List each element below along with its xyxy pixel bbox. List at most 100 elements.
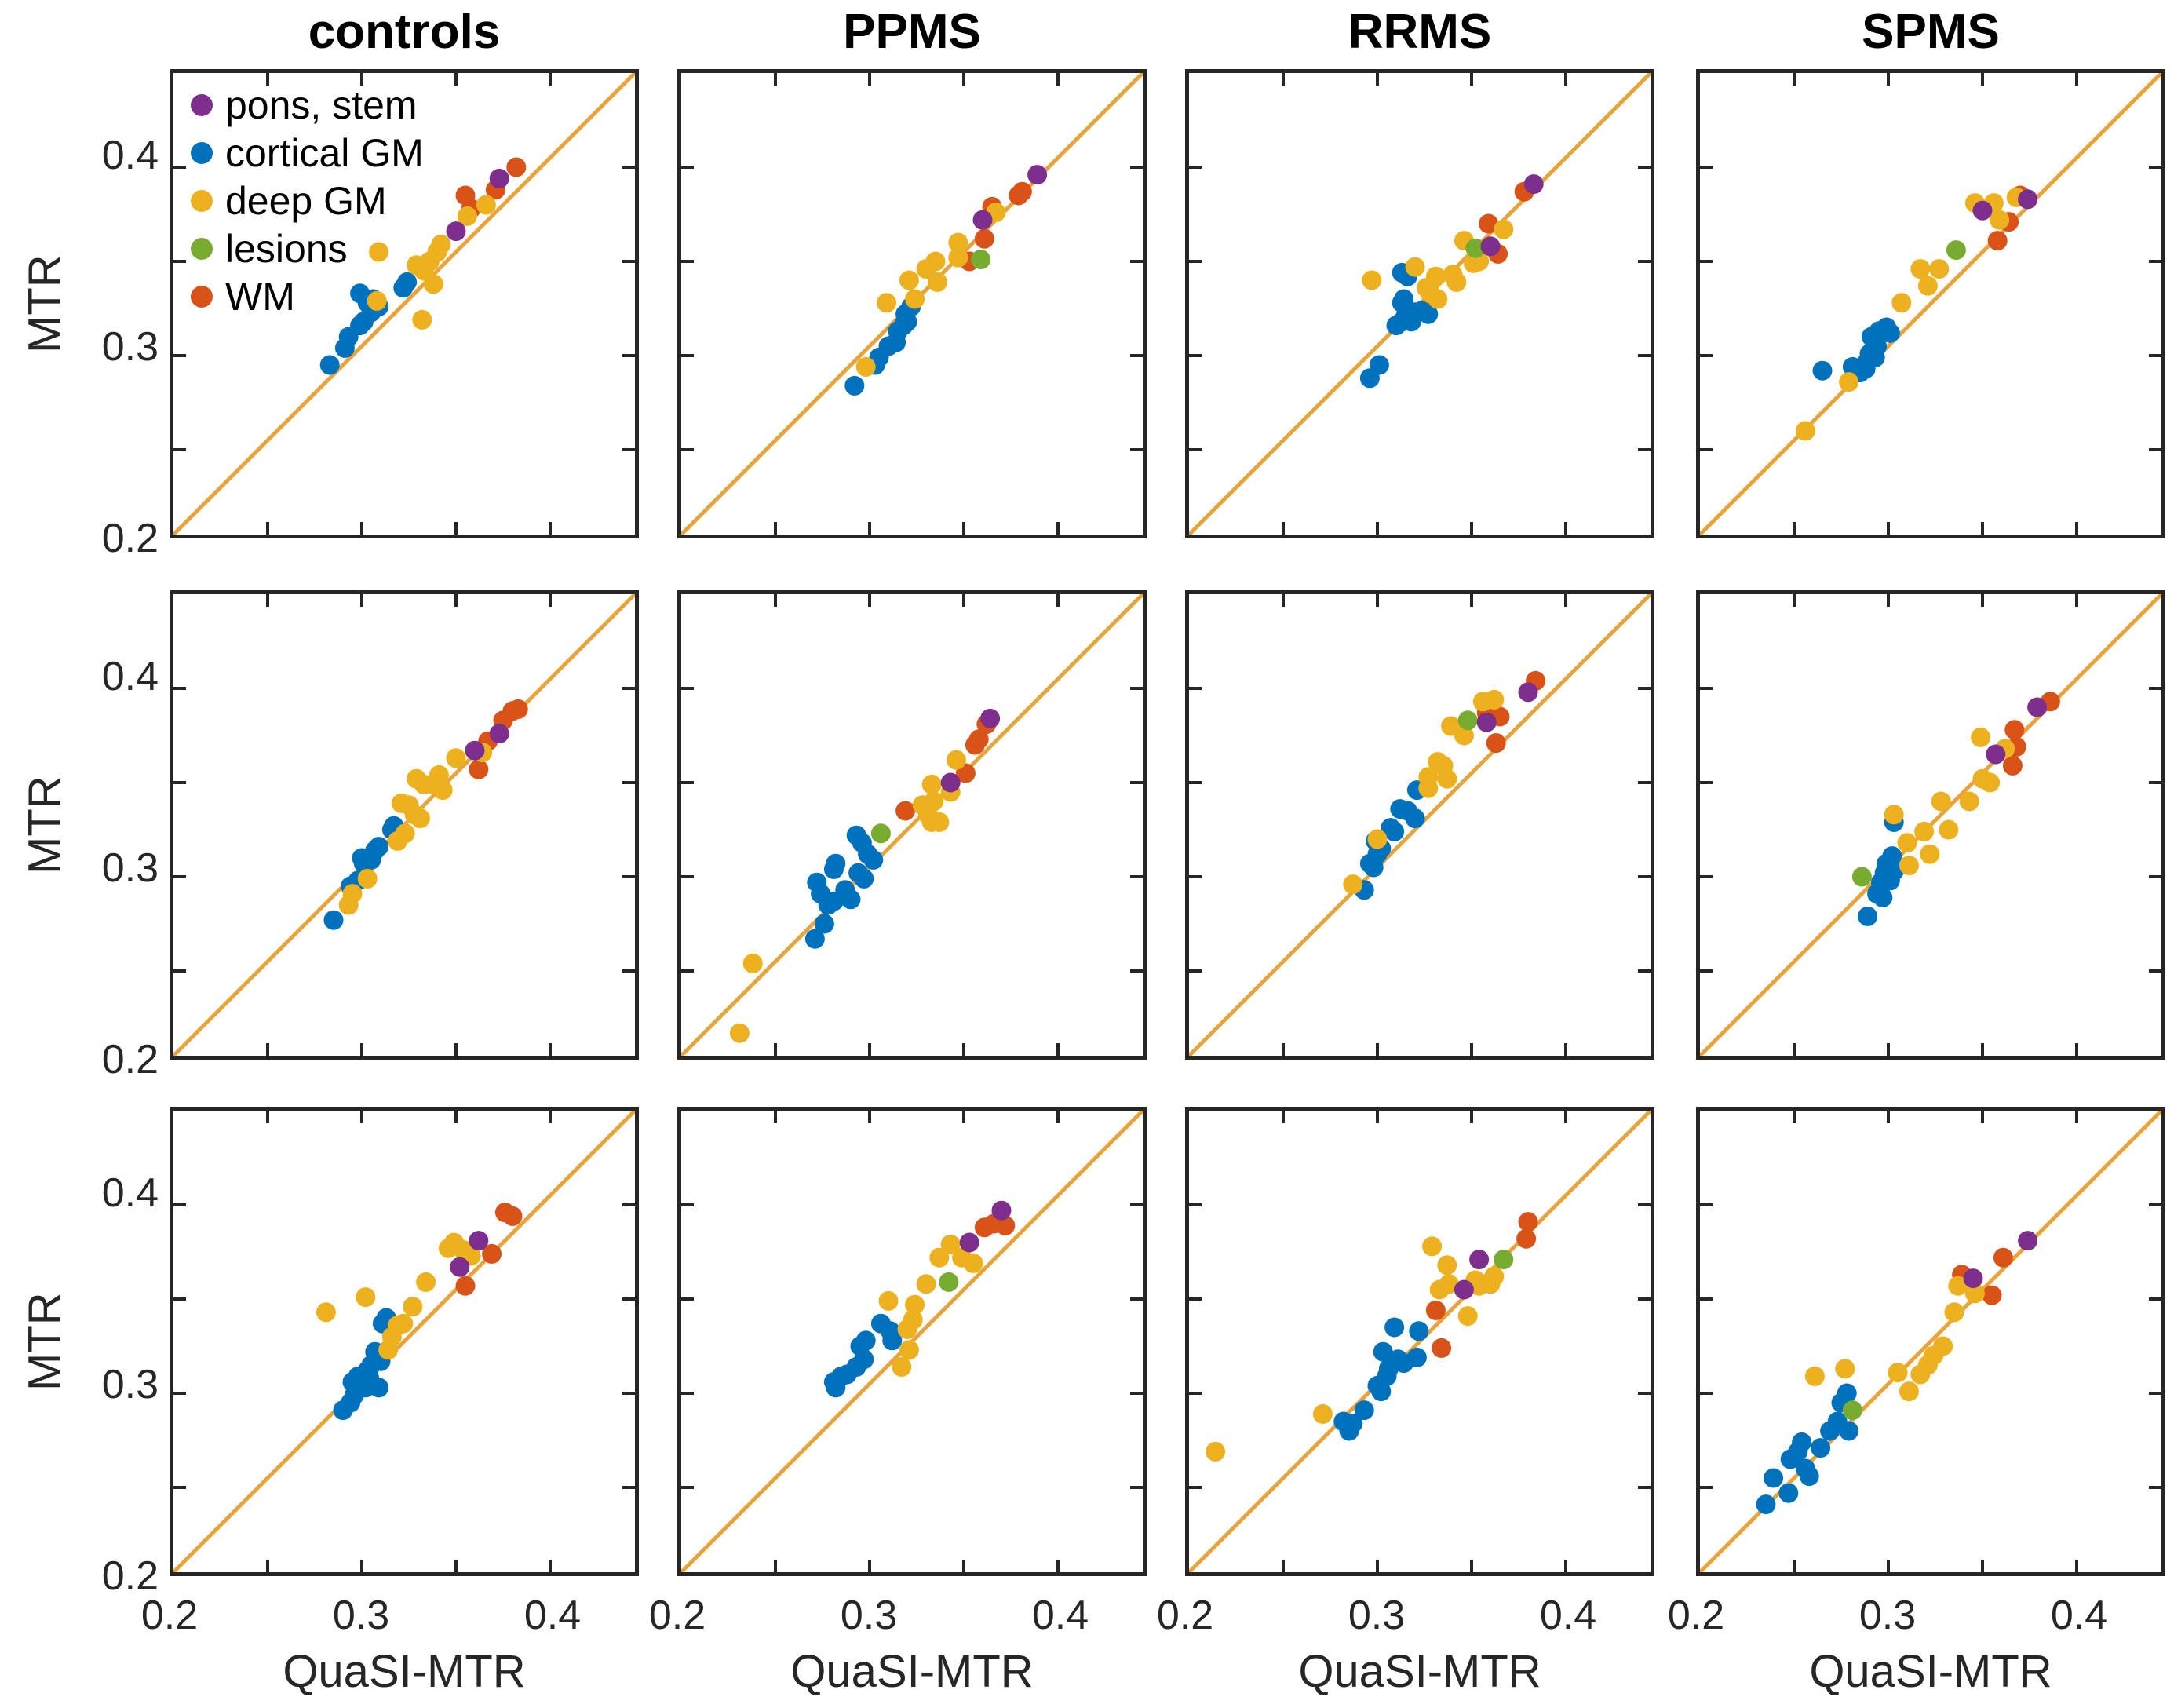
data-point-WM — [506, 157, 527, 177]
data-point-lesions — [1494, 1250, 1514, 1270]
data-point-pons_stem — [1963, 1268, 1983, 1289]
data-point-cortical_GM — [804, 929, 825, 949]
data-point-deep_GM — [1439, 1274, 1459, 1294]
legend-label: deep GM — [225, 178, 387, 223]
data-point-deep_GM — [948, 247, 968, 268]
data-point-deep_GM — [1899, 1381, 1919, 1402]
data-point-deep_GM — [1795, 421, 1815, 441]
data-point-deep_GM — [1422, 1236, 1443, 1257]
data-point-lesions — [1851, 867, 1872, 887]
scatter-panel-ppms-row3 — [677, 1107, 1147, 1576]
axis-ticks — [173, 1111, 635, 1572]
scatter-panel-controls-row1: pons, stem cortical GM deep GM lesions WM — [170, 69, 639, 538]
scatter-panel-ppms-row2 — [677, 590, 1147, 1060]
data-point-cortical_GM — [855, 1330, 876, 1351]
data-point-deep_GM — [1933, 1336, 1953, 1356]
x-tick-label: 0.3 — [840, 1593, 898, 1638]
x-tick-label: 0.3 — [1858, 1593, 1917, 1638]
data-point-deep_GM — [357, 868, 378, 889]
data-point-deep_GM — [1494, 219, 1514, 239]
data-point-pons_stem — [1469, 1250, 1490, 1270]
legend-item-pons-stem: pons, stem — [173, 81, 424, 129]
data-point-WM — [968, 729, 989, 750]
data-point-WM — [508, 699, 528, 719]
scatter-panel-spms-row3 — [1696, 1107, 2165, 1576]
data-point-deep_GM — [916, 1274, 936, 1294]
data-point-deep_GM — [1484, 689, 1505, 710]
data-point-cortical_GM — [863, 849, 884, 870]
identity-line — [173, 73, 635, 535]
data-point-pons_stem — [469, 1231, 489, 1251]
data-point-pons_stem — [489, 168, 509, 188]
data-point-pons_stem — [450, 1257, 470, 1277]
legend-marker-icon — [191, 237, 213, 260]
y-tick-label: 0.2 — [101, 1037, 159, 1082]
identity-line — [681, 594, 1143, 1056]
x-axis-label-quasi-mtr: QuaSI-MTR — [283, 1646, 526, 1697]
data-point-cortical_GM — [1858, 906, 1878, 926]
data-point-deep_GM — [393, 1313, 414, 1334]
data-point-deep_GM — [1931, 791, 1951, 812]
data-point-lesions — [1946, 240, 1966, 261]
data-point-cortical_GM — [1405, 808, 1425, 829]
data-point-cortical_GM — [369, 837, 389, 857]
identity-line — [1700, 1111, 2161, 1572]
data-point-WM — [1987, 231, 2008, 251]
legend-item-deep-GM: deep GM — [173, 177, 424, 224]
data-point-WM — [2002, 755, 2023, 776]
data-point-deep_GM — [1920, 844, 1940, 864]
data-point-cortical_GM — [814, 914, 834, 934]
y-tick-label: 0.4 — [101, 654, 159, 699]
data-point-deep_GM — [1884, 805, 1904, 825]
column-title-ppms: PPMS — [843, 5, 981, 59]
axis-ticks — [681, 73, 1143, 535]
data-point-cortical_GM — [323, 910, 344, 930]
axis-ticks — [1189, 73, 1651, 535]
data-point-deep_GM — [1939, 819, 1959, 840]
y-tick-label: 0.2 — [101, 516, 159, 561]
legend-label: pons, stem — [225, 82, 418, 127]
data-point-deep_GM — [929, 1247, 950, 1268]
data-point-cortical_GM — [1418, 304, 1439, 324]
data-point-deep_GM — [1929, 259, 1950, 279]
data-point-deep_GM — [729, 1023, 750, 1043]
axis-ticks — [681, 594, 1143, 1056]
data-point-cortical_GM — [1799, 1466, 1819, 1487]
legend: pons, stem cortical GM deep GM lesions WM — [173, 81, 424, 320]
data-point-deep_GM — [927, 272, 947, 292]
data-point-pons_stem — [1523, 174, 1544, 195]
data-point-pons_stem — [1972, 200, 1993, 221]
data-point-deep_GM — [1888, 1363, 1908, 1383]
data-point-cortical_GM — [1756, 1494, 1776, 1515]
data-point-deep_GM — [1457, 1306, 1478, 1327]
data-point-cortical_GM — [1880, 323, 1900, 343]
data-point-deep_GM — [369, 242, 389, 262]
scatter-panel-spms-row1 — [1696, 69, 2165, 538]
data-point-cortical_GM — [854, 868, 874, 889]
x-axis-label-quasi-mtr: QuaSI-MTR — [1298, 1646, 1541, 1697]
data-point-cortical_GM — [1792, 1432, 1812, 1452]
data-point-cortical_GM — [1764, 1468, 1784, 1488]
scatter-panel-controls-row3 — [170, 1107, 639, 1576]
data-point-deep_GM — [742, 953, 763, 973]
data-point-WM — [1982, 1285, 2002, 1305]
axis-ticks — [681, 1111, 1143, 1572]
data-point-deep_GM — [432, 780, 453, 801]
data-point-deep_GM — [412, 309, 432, 330]
scatter-panel-rrms-row2 — [1185, 590, 1654, 1060]
data-point-deep_GM — [946, 750, 966, 770]
x-tick-label: 0.2 — [140, 1593, 199, 1638]
data-point-lesions — [870, 823, 891, 844]
data-point-deep_GM — [429, 765, 449, 785]
data-point-WM — [1486, 733, 1506, 754]
data-point-pons_stem — [1986, 744, 2006, 765]
data-point-pons_stem — [1027, 165, 1048, 185]
data-point-cortical_GM — [1343, 1413, 1363, 1433]
data-point-deep_GM — [940, 1234, 961, 1254]
data-point-cortical_GM — [1394, 289, 1414, 309]
data-point-deep_GM — [1425, 266, 1446, 286]
x-axis-label-quasi-mtr: QuaSI-MTR — [1809, 1646, 2052, 1697]
axis-ticks — [1700, 594, 2161, 1056]
data-point-WM — [469, 759, 489, 779]
y-tick-label: 0.3 — [101, 324, 159, 370]
